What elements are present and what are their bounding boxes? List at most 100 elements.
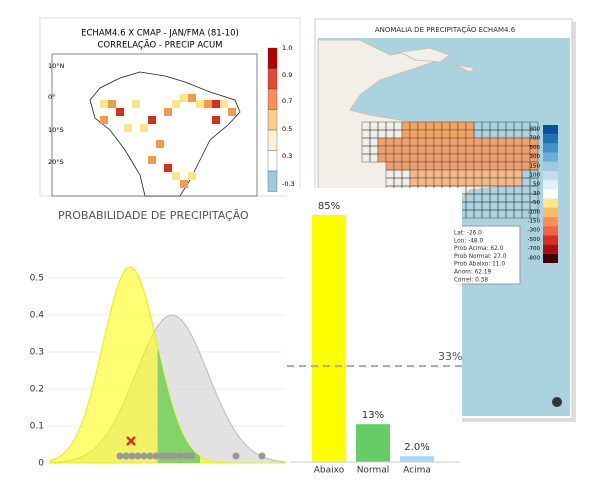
grid-cell xyxy=(449,169,459,179)
grid-cell xyxy=(441,145,451,155)
grid-cell xyxy=(473,161,483,171)
cell xyxy=(196,100,204,108)
grid-cell xyxy=(473,201,483,211)
colorbar-label: -500 xyxy=(528,237,541,243)
colorbar-cell xyxy=(543,171,558,181)
grid-cell xyxy=(481,193,491,203)
grid-cell xyxy=(529,209,539,219)
grid-cell xyxy=(377,137,387,147)
grid-cell xyxy=(473,137,483,147)
density-chart: 0 0.1 0.2 0.3 0.4 0.5 xyxy=(30,266,287,469)
grid-cell xyxy=(417,129,427,139)
grid-cell xyxy=(497,169,507,179)
colorbar-cell xyxy=(267,150,278,172)
grid-cell xyxy=(505,153,515,163)
grid-cell xyxy=(409,169,419,179)
bar xyxy=(312,215,346,462)
info-button[interactable] xyxy=(552,397,562,407)
colorbar-label: 150 xyxy=(530,163,541,169)
grid-cell xyxy=(377,145,387,155)
grid-cell xyxy=(393,145,403,155)
grid-cell xyxy=(449,121,459,131)
grid-cell xyxy=(473,145,483,155)
grid-cell xyxy=(457,137,467,147)
grid-cell xyxy=(513,161,523,171)
value-label: 85% xyxy=(318,201,340,212)
sample-dot xyxy=(152,452,160,460)
grid-cell xyxy=(457,177,467,187)
grid-cell xyxy=(457,153,467,163)
lat-label: 0° xyxy=(48,93,55,101)
grid-cell xyxy=(505,137,515,147)
grid-cell xyxy=(489,153,499,163)
grid-cell xyxy=(489,129,499,139)
grid-cell xyxy=(465,177,475,187)
colorbar-cell xyxy=(267,170,278,192)
sample-dot xyxy=(146,452,154,460)
grid-cell xyxy=(497,129,507,139)
grid-cell xyxy=(409,177,419,187)
grid-cell xyxy=(497,137,507,147)
sample-dot xyxy=(258,452,266,460)
y-tick-label: 0.4 xyxy=(30,311,45,321)
grid-cell xyxy=(465,161,475,171)
grid-cell xyxy=(409,129,419,139)
grid-cell xyxy=(433,129,443,139)
correlation-panel: ECHAM4.6 X CMAP - JAN/FMA (81-10) CORREL… xyxy=(39,17,301,197)
grid-cell xyxy=(441,129,451,139)
grid-cell xyxy=(441,161,451,171)
grid-cell xyxy=(361,153,371,163)
grid-cell xyxy=(473,121,483,131)
grid-cell xyxy=(393,153,403,163)
cell xyxy=(180,94,188,102)
grid-cell xyxy=(497,161,507,171)
grid-cell xyxy=(489,209,499,219)
grid-cell xyxy=(497,177,507,187)
grid-cell xyxy=(425,153,435,163)
colorbar-label: 500 xyxy=(530,145,541,151)
cell xyxy=(172,100,180,108)
grid-cell xyxy=(465,209,475,219)
bar xyxy=(400,456,434,462)
colorbar-cell xyxy=(543,253,558,263)
grid-cell xyxy=(385,137,395,147)
grid-cell xyxy=(481,121,491,131)
grid-cell xyxy=(489,193,499,203)
grid-cell xyxy=(401,153,411,163)
grid-cell xyxy=(417,145,427,155)
x-tick-label: Abaixo xyxy=(314,466,345,476)
tooltip-line: Lon: -48.0 xyxy=(454,238,483,244)
cell xyxy=(172,172,180,180)
grid-cell xyxy=(417,161,427,171)
grid-cell xyxy=(441,169,451,179)
grid-cell xyxy=(433,153,443,163)
density-title: PROBABILIDADE DE PRECIPITAÇÃO xyxy=(58,209,249,222)
grid-cell xyxy=(457,129,467,139)
cell xyxy=(212,100,220,108)
grid-cell xyxy=(465,121,475,131)
lat-label: 20°S xyxy=(48,158,64,166)
colorbar-cell xyxy=(543,134,558,144)
grid-cell xyxy=(513,201,523,211)
grid-cell xyxy=(393,177,403,187)
colorbar-cell xyxy=(267,68,278,90)
grid-cell xyxy=(377,121,387,131)
grid-cell xyxy=(481,161,491,171)
grid-cell xyxy=(361,121,371,131)
reference-label: 33% xyxy=(438,350,462,363)
colorbar-cell xyxy=(267,88,278,110)
grid-cell xyxy=(425,177,435,187)
grid-cell xyxy=(465,137,475,147)
grid-cell xyxy=(449,137,459,147)
grid-cell xyxy=(425,169,435,179)
grid-cell xyxy=(497,209,507,219)
grid-cell xyxy=(497,145,507,155)
grid-cell xyxy=(449,161,459,171)
grid-cell xyxy=(513,193,523,203)
colorbar-cell xyxy=(267,109,278,131)
sample-dot xyxy=(128,452,136,460)
grid-cell xyxy=(369,137,379,147)
sample-dot xyxy=(176,452,184,460)
grid-cell xyxy=(481,209,491,219)
grid-cell xyxy=(457,145,467,155)
